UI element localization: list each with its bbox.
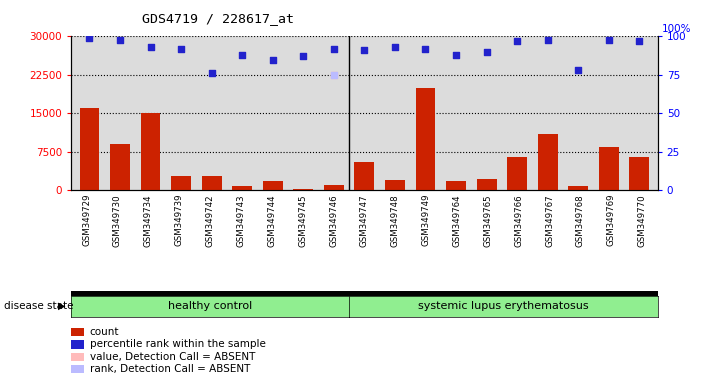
Point: [450, 52, 461, 58]
Bar: [294, 189, 314, 190]
Text: systemic lupus erythematosus: systemic lupus erythematosus: [418, 301, 589, 311]
Point: [328, 72, 340, 78]
Point: [603, 36, 614, 43]
Bar: [232, 186, 252, 190]
Bar: [141, 113, 161, 190]
Text: GSM349734: GSM349734: [144, 194, 153, 247]
Point: [481, 49, 492, 55]
Point: [328, 46, 340, 52]
Text: GSM349748: GSM349748: [391, 194, 400, 247]
Text: 100%: 100%: [662, 24, 691, 34]
Text: GSM349764: GSM349764: [452, 194, 461, 247]
Bar: [355, 162, 374, 190]
Text: healthy control: healthy control: [168, 301, 252, 311]
Text: GSM349766: GSM349766: [514, 194, 523, 247]
Text: GSM349765: GSM349765: [483, 194, 493, 247]
Text: disease state: disease state: [4, 301, 73, 311]
Text: GSM349770: GSM349770: [638, 194, 647, 247]
Text: GSM349767: GSM349767: [545, 194, 554, 247]
Point: [145, 44, 156, 50]
Text: value, Detection Call = ABSENT: value, Detection Call = ABSENT: [90, 352, 255, 362]
Point: [267, 56, 279, 63]
Bar: [629, 157, 649, 190]
Point: [511, 38, 523, 44]
Text: percentile rank within the sample: percentile rank within the sample: [90, 339, 265, 349]
Text: GSM349769: GSM349769: [607, 194, 616, 247]
Bar: [324, 185, 343, 190]
Point: [84, 35, 95, 41]
Text: GDS4719 / 228617_at: GDS4719 / 228617_at: [142, 12, 294, 25]
Text: GSM349749: GSM349749: [422, 194, 431, 247]
Text: GSM349729: GSM349729: [82, 194, 91, 247]
Text: GSM349747: GSM349747: [360, 194, 369, 247]
Bar: [568, 186, 588, 190]
Point: [358, 47, 370, 53]
Text: GSM349730: GSM349730: [113, 194, 122, 247]
Bar: [263, 181, 283, 190]
Bar: [446, 181, 466, 190]
Text: GSM349744: GSM349744: [267, 194, 277, 247]
Bar: [385, 180, 405, 190]
Bar: [599, 147, 619, 190]
Bar: [507, 157, 527, 190]
Text: ▶: ▶: [58, 301, 66, 311]
Bar: [476, 179, 496, 190]
Point: [206, 70, 218, 76]
Point: [114, 36, 126, 43]
Text: rank, Detection Call = ABSENT: rank, Detection Call = ABSENT: [90, 364, 250, 374]
Text: GSM349745: GSM349745: [298, 194, 307, 247]
Text: GSM349739: GSM349739: [175, 194, 183, 247]
Bar: [80, 108, 100, 190]
Point: [237, 52, 248, 58]
Text: GSM349742: GSM349742: [205, 194, 215, 247]
Bar: [171, 176, 191, 190]
Point: [176, 46, 187, 52]
Point: [328, 72, 340, 78]
Bar: [415, 88, 435, 190]
Text: GSM349743: GSM349743: [236, 194, 245, 247]
Bar: [538, 134, 557, 190]
Bar: [110, 144, 130, 190]
Point: [298, 53, 309, 60]
Bar: [202, 176, 222, 190]
Point: [572, 67, 584, 73]
Text: GSM349768: GSM349768: [576, 194, 585, 247]
Text: GSM349746: GSM349746: [329, 194, 338, 247]
Text: count: count: [90, 327, 119, 337]
Point: [634, 38, 645, 44]
Point: [419, 46, 431, 52]
Point: [542, 36, 553, 43]
Point: [389, 44, 400, 50]
